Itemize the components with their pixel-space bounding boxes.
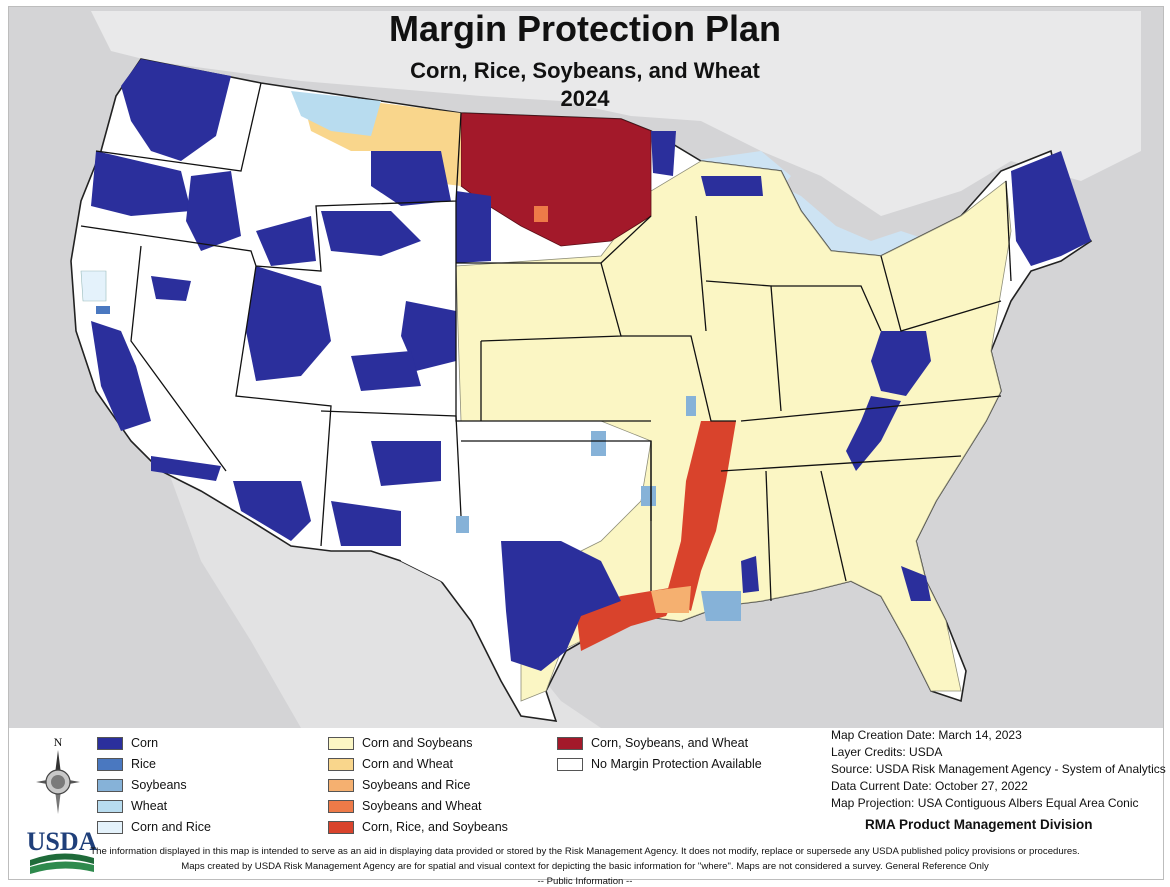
- legend-swatch: [97, 778, 123, 792]
- map-frame: [8, 6, 1164, 880]
- legend-swatch: [328, 820, 354, 834]
- legend-item-corn-rice-soybeans: Corn, Rice, and Soybeans: [328, 819, 508, 835]
- legend-item-soybeans-wheat: Soybeans and Wheat: [328, 798, 482, 814]
- legend-swatch: [557, 757, 583, 771]
- public-information-label: -- Public Information --: [537, 876, 633, 887]
- map-creation-date: Map Creation Date: March 14, 2023: [831, 728, 1022, 742]
- legend-label: Wheat: [131, 799, 168, 813]
- usda-logo-text: USDA: [27, 827, 98, 856]
- legend-item-wheat: Wheat: [97, 798, 167, 814]
- region-wheat: [291, 91, 381, 136]
- legend-label: Corn and Wheat: [362, 757, 454, 771]
- map-title: Margin Protection Plan: [388, 8, 782, 49]
- region-corn-rice: [80, 270, 107, 302]
- legend-label: Corn and Soybeans: [362, 736, 473, 750]
- legend-swatch: [97, 799, 123, 813]
- great-lakes: [691, 151, 946, 276]
- region-corn-rice-soy-delta: [666, 421, 736, 611]
- legend-swatch: [97, 820, 123, 834]
- state-boundaries: [80, 82, 1012, 602]
- disclaimer-line: The information displayed in this map is…: [90, 846, 1080, 857]
- legend-swatch: [328, 736, 354, 750]
- legend-label: Corn, Rice, and Soybeans: [362, 820, 508, 834]
- region-corn: [91, 59, 1091, 671]
- legend-label: Corn: [131, 736, 159, 750]
- legend-item-corn-rice: Corn and Rice: [97, 819, 211, 835]
- legend-label: Corn and Rice: [131, 820, 211, 834]
- legend-swatch: [328, 778, 354, 792]
- legend-swatch: [557, 736, 583, 750]
- legend-swatch: [97, 757, 123, 771]
- us-map: [9, 11, 1163, 879]
- region-soy-wheat: [534, 206, 548, 222]
- legend-label: Soybeans: [131, 778, 187, 792]
- legend-label: No Margin Protection Available: [591, 757, 762, 771]
- map-year: 2024: [560, 86, 610, 111]
- legend-item-corn-soybeans: Corn and Soybeans: [328, 735, 473, 751]
- usda-logo: USDA: [26, 820, 98, 876]
- data-source: Source: USDA Risk Management Agency - Sy…: [831, 762, 1166, 776]
- legend-label: Soybeans and Rice: [362, 778, 471, 792]
- layer-credits: Layer Credits: USDA: [831, 745, 943, 759]
- legend-item-soybeans: Soybeans: [97, 777, 187, 793]
- region-soy-rice: [651, 586, 691, 613]
- north-arrow: N: [30, 734, 86, 820]
- map-subtitle: Corn, Rice, Soybeans, and Wheat: [410, 58, 760, 83]
- legend-label: Soybeans and Wheat: [362, 799, 482, 813]
- legend-item-corn: Corn: [97, 735, 158, 751]
- canada-land: [91, 11, 1141, 216]
- legend-swatch: [328, 757, 354, 771]
- legend-item-no-margin-protection: No Margin Protection Available: [557, 756, 762, 772]
- data-current-date: Data Current Date: October 27, 2022: [831, 779, 1028, 793]
- disclaimer-line: Maps created by USDA Risk Management Age…: [181, 861, 989, 872]
- legend-item-rice: Rice: [97, 756, 156, 772]
- region-soybeans: [456, 396, 741, 621]
- legend-label: Corn, Soybeans, and Wheat: [591, 736, 749, 750]
- division-label: RMA Product Management Division: [865, 817, 1093, 832]
- north-label: N: [54, 735, 63, 749]
- legend-item-corn-soybeans-wheat: Corn, Soybeans, and Wheat: [557, 735, 748, 751]
- region-rice: [96, 306, 110, 314]
- legend-swatch: [97, 736, 123, 750]
- legend-item-corn-wheat: Corn and Wheat: [328, 756, 453, 772]
- legend-swatch: [328, 799, 354, 813]
- legend-panel: [9, 728, 1163, 879]
- map-projection: Map Projection: USA Contiguous Albers Eq…: [831, 796, 1139, 810]
- legend-label: Rice: [131, 757, 157, 771]
- legend-item-soybeans-rice: Soybeans and Rice: [328, 777, 470, 793]
